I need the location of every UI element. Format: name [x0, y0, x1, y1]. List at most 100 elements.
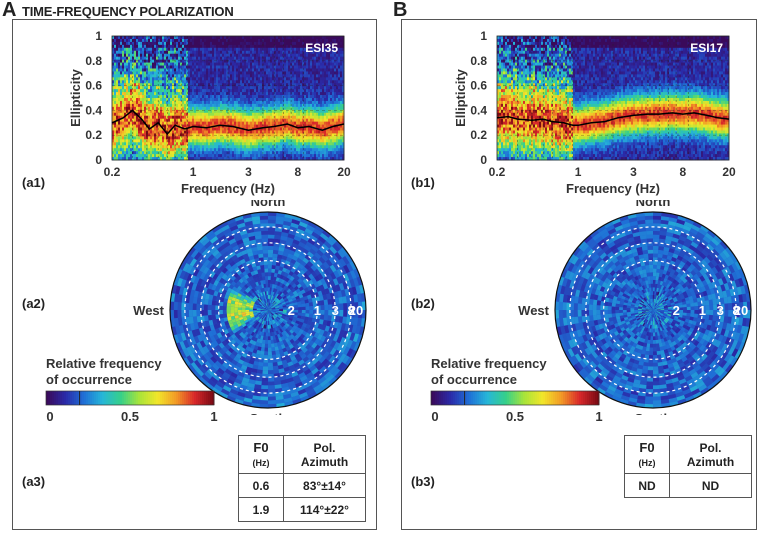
- colorbar-segment: [156, 391, 159, 405]
- colorbar-segment: [497, 391, 500, 405]
- colorbar-segment: [108, 391, 111, 405]
- colorbar-segment: [212, 391, 215, 405]
- y-tick-label: 0.8: [470, 54, 487, 68]
- colorbar-segment: [94, 391, 97, 405]
- colorbar-segment: [435, 391, 438, 405]
- colorbar-segment: [164, 391, 167, 405]
- direction-south: South: [250, 411, 287, 415]
- colorbar-segment: [513, 391, 516, 405]
- f0-unit: (Hz): [638, 458, 656, 468]
- radial-label: 3: [717, 303, 724, 318]
- colorbar-segment: [136, 391, 139, 405]
- colorbar-segment: [132, 391, 135, 405]
- colorbar-segment: [507, 391, 510, 405]
- colorbar-segment: [575, 391, 578, 405]
- colorbar-segment: [186, 391, 189, 405]
- colorbar-segment: [56, 391, 59, 405]
- station-label: ESI17: [690, 41, 723, 55]
- y-tick-label: 0.6: [470, 79, 487, 93]
- colorbar-segment: [128, 391, 131, 405]
- colorbar-segment: [523, 391, 526, 405]
- colorbar-segment: [517, 391, 520, 405]
- colorbar-segment: [158, 391, 161, 405]
- colorbar-segment: [48, 391, 51, 405]
- colorbar-segment: [134, 391, 137, 405]
- direction-west: West: [518, 303, 549, 318]
- colorbar-segment: [116, 391, 119, 405]
- direction-south: South: [635, 411, 672, 415]
- colorbar-segment: [589, 391, 592, 405]
- colorbar-segment: [202, 391, 205, 405]
- colorbar-segment: [591, 391, 594, 405]
- colorbar-segment: [162, 391, 165, 405]
- colorbar-segment: [529, 391, 532, 405]
- colorbar-segment: [521, 391, 524, 405]
- y-tick-label: 0.8: [85, 54, 102, 68]
- colorbar-segment: [477, 391, 480, 405]
- x-tick-label: 1: [190, 165, 197, 179]
- colorbar-segment: [515, 391, 518, 405]
- heatmap-cells: [497, 36, 730, 161]
- colorbar-segment: [461, 391, 464, 405]
- colorbar-tick-label: 0.5: [121, 409, 139, 424]
- table-row: ND ND: [624, 473, 752, 498]
- f0-cell: ND: [624, 473, 670, 498]
- colorbar-segment: [583, 391, 586, 405]
- x-tick-label: 3: [630, 165, 637, 179]
- f0-header: F0: [639, 440, 655, 455]
- colorbar-segment: [459, 391, 462, 405]
- colorbar-segment: [100, 391, 103, 405]
- x-axis-label: Frequency (Hz): [566, 181, 660, 196]
- colorbar-tick-label: 1: [595, 409, 602, 424]
- colorbar-segment: [585, 391, 588, 405]
- colorbar-segment: [66, 391, 69, 405]
- colorbar-segment: [208, 391, 211, 405]
- colorbar-segment: [176, 391, 179, 405]
- colorbar-frame: [45, 390, 215, 406]
- heatmap-cells: [112, 36, 345, 161]
- colorbar-segment: [90, 391, 93, 405]
- sub-label-a2: (a2): [22, 296, 46, 311]
- polar-outer-circle: [554, 211, 752, 409]
- x-tick-label: 0.2: [104, 165, 121, 179]
- f0-cell: 0.6: [238, 473, 284, 498]
- colorbar-segment: [437, 391, 440, 405]
- colorbar-segment: [182, 391, 185, 405]
- colorbar-segment: [74, 391, 77, 405]
- colorbar-segment: [557, 391, 560, 405]
- colorbar-segment: [146, 391, 149, 405]
- colorbar-segment: [439, 391, 442, 405]
- colorbar-segment: [168, 391, 171, 405]
- y-tick-label: 0.4: [85, 103, 102, 117]
- colorbar-segment: [489, 391, 492, 405]
- colorbar-segment: [140, 391, 143, 405]
- y-axis-label: Ellipticity: [453, 68, 468, 127]
- colorbar-segment: [204, 391, 207, 405]
- colorbar-segment: [180, 391, 183, 405]
- frequency-ring: [218, 260, 318, 360]
- azimuth-header-line2: Azimuth: [300, 454, 349, 469]
- f0-header-cell: F0 (Hz): [238, 435, 284, 474]
- colorbar-segment: [104, 391, 107, 405]
- colorbar-segment: [503, 391, 506, 405]
- colorbar-segment: [92, 391, 95, 405]
- colorbar-segment: [531, 391, 534, 405]
- colorbar-segment: [555, 391, 558, 405]
- f0-unit: (Hz): [252, 458, 270, 468]
- table-header-row: F0 (Hz) Pol. Azimuth: [624, 435, 752, 474]
- colorbar-segment: [112, 391, 115, 405]
- y-tick-label: 0.2: [85, 128, 102, 142]
- y-tick-label: 0.2: [470, 128, 487, 142]
- colorbar-segment: [491, 391, 494, 405]
- colorbar-segment: [547, 391, 550, 405]
- colorbar-title-line1: Relative frequency: [46, 356, 162, 371]
- colorbar-segment: [166, 391, 169, 405]
- colorbar-segment: [473, 391, 476, 405]
- colorbar-segment: [509, 391, 512, 405]
- colorbar-segment: [172, 391, 175, 405]
- azimuth-header: Pol.: [313, 440, 336, 455]
- colorbar-segment: [475, 391, 478, 405]
- colorbar-segment: [553, 391, 556, 405]
- colorbar-segment: [593, 391, 596, 405]
- azimuth-header: Pol.: [699, 440, 722, 455]
